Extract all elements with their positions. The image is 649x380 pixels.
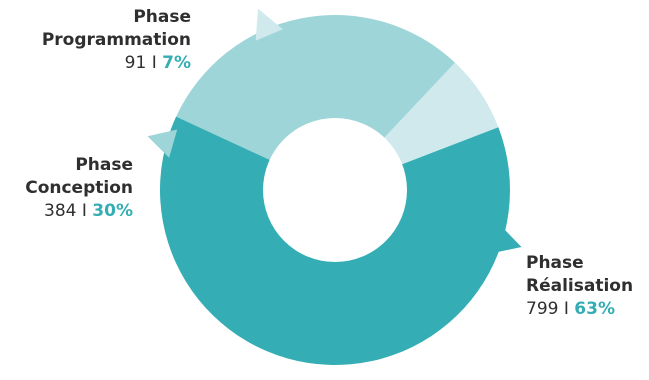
slice-count-conception: 384 [44,201,77,221]
donut-center-hole [263,118,407,262]
slice-count-programmation: 91 [124,53,147,73]
separator: I [151,53,157,73]
slice-percent-realisation: 63% [574,299,615,319]
slice-label-conception: Phase Conception 384 I 30% [25,154,133,223]
slice-value-realisation: 799 I 63% [526,298,633,321]
slice-label-realisation-line2: Réalisation [526,276,634,296]
separator: I [563,299,569,319]
separator: I [81,201,87,221]
slice-label-programmation-line2: Programmation [41,30,191,50]
pointer-programmation [255,8,283,41]
slice-value-conception: 384 I 30% [25,200,133,223]
slice-label-realisation: Phase Réalisation 799 I 63% [526,252,633,321]
slice-value-programmation: 91 I 7% [42,52,191,75]
slice-label-conception-line1: Phase [75,155,133,175]
slice-label-programmation: Phase Programmation 91 I 7% [42,6,191,75]
slice-conception [176,14,455,191]
pointer-conception [147,129,178,158]
pointer-realisation [491,225,522,254]
slice-label-realisation-line1: Phase [526,253,584,273]
slice-percent-programmation: 7% [162,53,191,73]
slice-label-conception-line2: Conception [25,178,133,198]
label-pointers [147,8,522,254]
slice-count-realisation: 799 [526,299,559,319]
slice-label-programmation-line1: Phase [133,7,191,27]
slice-percent-conception: 30% [92,201,133,221]
